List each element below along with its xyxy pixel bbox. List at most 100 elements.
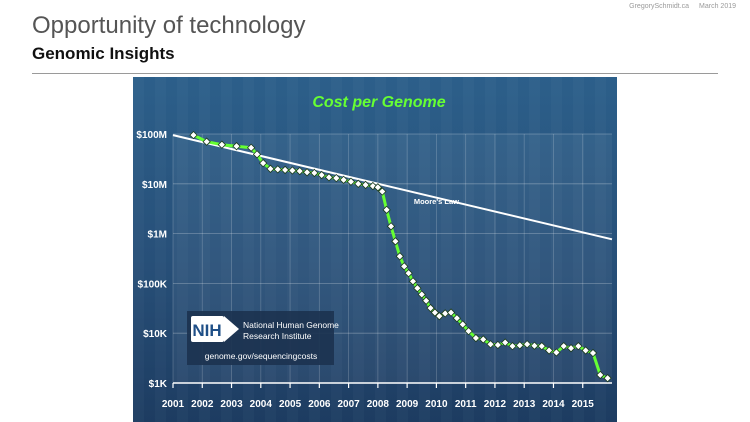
data-point: [382, 205, 391, 215]
data-point: [493, 340, 503, 350]
data-point: [346, 177, 356, 186]
slide-meta: GregorySchmidt.ca March 2019: [621, 3, 736, 10]
x-tick-label: 2002: [191, 399, 214, 410]
x-axis-ticks: 2001 2002 2003 2004 2005 2006 2007 2008 2009 2010…: [162, 383, 594, 410]
nih-mark: NIH: [192, 321, 221, 340]
data-point: [378, 187, 387, 196]
data-point: [566, 344, 576, 353]
y-tick-label: $10M: [142, 180, 167, 191]
data-point: [464, 326, 473, 336]
page-subtitle: Genomic Insights: [32, 44, 175, 63]
x-tick-label: 2012: [484, 399, 507, 410]
data-point: [603, 374, 612, 383]
data-point: [232, 141, 241, 151]
page-title: Opportunity of technology: [32, 12, 306, 39]
x-tick-label: 2001: [162, 399, 185, 410]
x-tick-label: 2005: [279, 399, 302, 410]
nih-org-line-2: Research Institute: [243, 331, 312, 341]
y-tick-label: $10K: [143, 329, 168, 340]
x-tick-label: 2014: [542, 399, 565, 410]
moores-law-line: [172, 134, 613, 241]
date-label: March 2019: [699, 3, 736, 10]
data-point: [530, 341, 539, 350]
x-tick-label: 2008: [367, 399, 390, 410]
x-tick-label: 2010: [425, 399, 448, 410]
x-tick-label: 2013: [513, 399, 536, 410]
x-tick-label: 2011: [455, 399, 477, 410]
x-tick-label: 2004: [250, 399, 273, 410]
data-point: [302, 168, 312, 177]
x-tick-label: 2006: [308, 399, 331, 410]
data-point: [310, 168, 319, 178]
annotations: Moore's Law: [414, 197, 459, 206]
x-tick-label: 2015: [572, 399, 595, 410]
data-point: [189, 130, 198, 140]
moores-law-label: Moore's Law: [414, 197, 459, 206]
data-point: [508, 341, 517, 351]
data-point: [404, 269, 413, 278]
data-point: [486, 340, 495, 349]
data-point: [391, 237, 400, 246]
x-tick-label: 2009: [396, 399, 419, 410]
data-point: [280, 165, 290, 175]
data-point: [426, 303, 435, 313]
data-point: [515, 341, 524, 350]
data-point: [361, 180, 370, 190]
data-point: [559, 341, 568, 351]
data-point: [458, 320, 467, 329]
data-point: [479, 335, 488, 344]
data-point: [574, 341, 583, 351]
nih-org-line-1: National Human Genome: [243, 320, 339, 330]
data-point: [588, 348, 598, 358]
data-point: [354, 179, 363, 188]
header-divider: [32, 73, 718, 74]
data-point: [273, 165, 282, 174]
data-point: [596, 370, 605, 380]
x-tick-label: 2007: [337, 399, 360, 410]
data-point: [295, 166, 304, 176]
data-point: [435, 311, 444, 321]
data-point: [544, 346, 554, 355]
y-tick-label: $100M: [136, 130, 167, 141]
data-point: [522, 340, 532, 349]
author-label: GregorySchmidt.ca: [629, 3, 690, 10]
data-point: [266, 164, 275, 173]
data-point: [581, 346, 590, 355]
data-point: [217, 140, 227, 149]
series-layer: [172, 130, 613, 383]
data-point: [339, 175, 348, 185]
x-tick-label: 2003: [220, 399, 243, 410]
y-tick-label: $1M: [148, 230, 167, 241]
data-point: [317, 170, 326, 180]
data-point: [471, 333, 481, 343]
cost-per-genome-chart: Cost per Genome $100M $10M $1M $100K $10K $1K…: [133, 77, 617, 422]
data-point: [446, 308, 456, 317]
data-point: [252, 150, 262, 159]
y-tick-label: $1K: [149, 379, 168, 390]
data-point: [258, 158, 268, 168]
data-point: [288, 166, 297, 175]
y-tick-label: $100K: [138, 279, 168, 290]
data-point: [417, 290, 426, 299]
nih-url: genome.gov/sequencingcosts: [205, 351, 317, 361]
chart-figure: Cost per Genome $100M $10M $1M $100K $10K $1K…: [133, 77, 617, 422]
data-point: [395, 252, 404, 261]
data-point: [452, 314, 462, 323]
data-point: [408, 277, 418, 286]
data-point: [421, 296, 431, 305]
data-point: [386, 222, 396, 231]
data-point: [501, 338, 510, 347]
data-point: [373, 183, 383, 192]
data-point: [552, 348, 561, 357]
y-axis-ticks: $100M $10M $1M $100K $10K $1K: [136, 130, 167, 390]
data-point: [332, 173, 341, 183]
data-point: [324, 173, 334, 182]
data-point: [537, 341, 546, 351]
data-point: [430, 308, 440, 317]
chart-title: Cost per Genome: [312, 94, 445, 111]
data-point: [413, 284, 422, 293]
data-point: [202, 137, 211, 146]
nih-logo: NIH National Human Genome Research Insti…: [187, 311, 339, 365]
data-point: [246, 143, 256, 152]
data-point: [400, 262, 409, 271]
